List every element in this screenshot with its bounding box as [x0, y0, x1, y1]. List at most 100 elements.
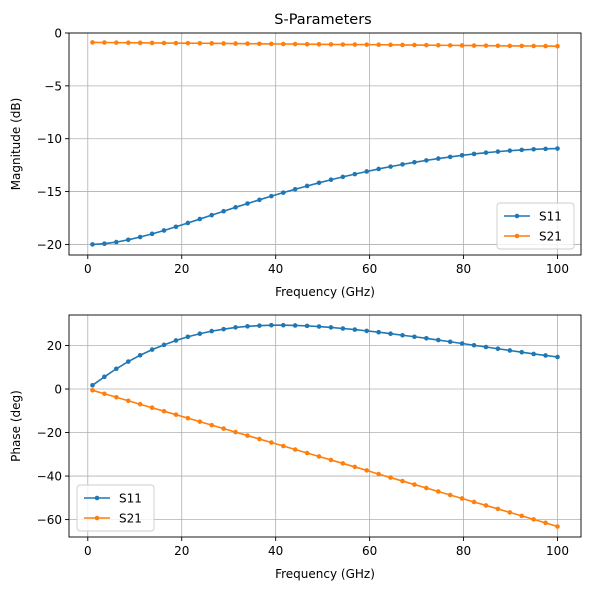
phase-s21-point	[519, 513, 525, 519]
phase-s21-point	[447, 492, 453, 498]
magnitude-s11-point	[149, 231, 155, 237]
magnitude-s11-point	[292, 186, 298, 192]
phase-x-axis-label: Frequency (GHz)	[275, 567, 375, 581]
magnitude-s21-point	[471, 43, 477, 48]
magnitude-s11-legend-label: S11	[539, 210, 562, 224]
magnitude-s21-point	[531, 43, 536, 49]
phase-s21-point	[483, 503, 489, 508]
phase-s21-point	[173, 412, 179, 417]
magnitude-s21-point	[507, 43, 513, 49]
magnitude-x-tick-label: 20	[174, 262, 189, 276]
phase-s11-point	[471, 342, 477, 348]
phase-s11-point	[197, 331, 203, 337]
phase-s11-point	[90, 383, 95, 388]
magnitude-chart: 0 20 40 60 80 100 −20 −15 −10 −5 0 Frequency (GHz) M…	[9, 27, 582, 299]
phase-s21-point	[459, 496, 465, 501]
magnitude-s11-legend-marker	[514, 213, 520, 219]
magnitude-s11-point	[531, 146, 536, 152]
magnitude-s11-point	[197, 216, 203, 222]
magnitude-s21-legend-label: S21	[539, 230, 562, 244]
phase-s21-point	[316, 454, 322, 459]
phase-s11-point	[388, 331, 393, 337]
phase-s11-legend-label: S11	[119, 492, 142, 506]
phase-s11-point	[364, 328, 370, 334]
phase-s11-point	[102, 374, 107, 380]
magnitude-s11-point	[316, 180, 322, 186]
magnitude-s21-point	[328, 42, 334, 47]
magnitude-s21-point	[412, 42, 417, 48]
magnitude-s11-point	[376, 166, 381, 172]
phase-s21-point	[340, 461, 346, 466]
phase-s21-point	[269, 440, 274, 445]
magnitude-s21-point	[459, 43, 465, 48]
phase-s21-point	[197, 419, 203, 424]
phase-s11-point	[137, 352, 143, 358]
phase-s11-point	[495, 346, 501, 352]
phase-s21-point	[185, 415, 191, 421]
magnitude-s11-point	[400, 162, 405, 167]
phase-s21-point	[495, 506, 501, 512]
magnitude-x-tick-label: 100	[546, 262, 569, 276]
magnitude-legend-box	[496, 202, 575, 250]
magnitude-x-axis-label: Frequency (GHz)	[275, 285, 375, 299]
magnitude-s21-point	[304, 41, 310, 47]
phase-y-axis-label: Phase (deg)	[9, 390, 23, 462]
phase-s21-point	[209, 422, 215, 428]
magnitude-s11-point	[435, 156, 441, 161]
phase-s21-series-line	[92, 389, 558, 528]
magnitude-s21-point	[292, 41, 298, 47]
magnitude-s11-series-line	[92, 147, 558, 246]
phase-s11-point	[400, 332, 405, 338]
magnitude-s11-point	[102, 241, 107, 246]
phase-s11-point	[173, 338, 179, 343]
phase-plot-frame	[68, 314, 582, 538]
phase-s21-point	[328, 457, 334, 463]
phase-s21-point	[388, 475, 393, 480]
phase-s11-point	[161, 342, 167, 348]
phase-s21-point	[161, 408, 167, 414]
magnitude-s11-point	[447, 154, 453, 160]
phase-s21-point	[125, 398, 131, 404]
phase-s21-point	[424, 485, 429, 491]
magnitude-s21-point	[376, 42, 381, 48]
phase-s21-point	[257, 436, 262, 442]
phase-s21-point	[400, 478, 405, 484]
phase-x-tick-label: 40	[268, 544, 283, 558]
magnitude-x-tick-label: 0	[84, 262, 92, 276]
phase-s11-series-line	[92, 324, 558, 386]
magnitude-s11-point	[495, 149, 501, 154]
phase-s21-point	[304, 450, 310, 456]
magnitude-s21-point	[114, 40, 119, 45]
magnitude-s11-point	[245, 201, 250, 206]
phase-s21-point	[531, 517, 536, 522]
magnitude-s11-point	[424, 158, 429, 163]
phase-s21-legend-label: S21	[119, 512, 142, 526]
magnitude-s21-point	[90, 40, 95, 45]
phase-s11-point	[519, 349, 525, 355]
phase-s21-point	[292, 447, 298, 452]
magnitude-y-tick-label: −20	[37, 238, 62, 252]
magnitude-s21-point	[137, 40, 143, 46]
phase-s11-point	[269, 322, 274, 328]
magnitude-s21-point	[245, 41, 250, 46]
magnitude-x-tick-label: 40	[268, 262, 283, 276]
phase-s11-point	[543, 353, 548, 358]
phase-chart: 0 20 40 60 80 100 −60 −40 −20 0 20 Frequency (GHz) P…	[9, 314, 582, 581]
magnitude-s11-point	[519, 147, 525, 153]
phase-s21-point	[137, 401, 143, 407]
magnitude-s11-point	[173, 224, 179, 230]
magnitude-s11-point	[388, 164, 393, 169]
phase-s21-point	[245, 433, 250, 438]
phase-x-tick-label: 0	[84, 544, 92, 558]
magnitude-s21-point	[519, 43, 525, 49]
phase-s11-point	[447, 339, 453, 345]
magnitude-x-tick-label: 80	[456, 262, 471, 276]
magnitude-s11-point	[269, 193, 274, 199]
phase-s21-point	[364, 468, 370, 473]
phase-legend-box	[76, 484, 155, 532]
magnitude-s21-point	[316, 42, 322, 47]
magnitude-s11-point	[304, 183, 310, 189]
phase-s11-point	[459, 341, 465, 346]
